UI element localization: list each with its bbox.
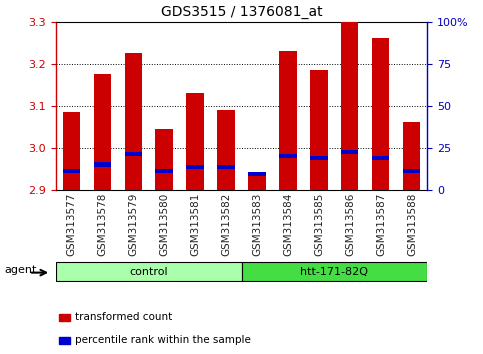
Bar xyxy=(186,165,203,169)
Bar xyxy=(59,337,71,344)
Bar xyxy=(59,314,71,321)
Bar xyxy=(125,53,142,190)
Text: transformed count: transformed count xyxy=(75,312,172,322)
Bar xyxy=(186,93,203,190)
Bar xyxy=(62,169,80,173)
Bar xyxy=(372,156,389,160)
Bar xyxy=(311,70,327,190)
Bar xyxy=(94,162,111,167)
Bar xyxy=(62,112,80,190)
Bar xyxy=(217,110,235,190)
Bar xyxy=(248,172,266,176)
Text: percentile rank within the sample: percentile rank within the sample xyxy=(75,335,251,346)
Title: GDS3515 / 1376081_at: GDS3515 / 1376081_at xyxy=(161,5,322,19)
Bar xyxy=(280,154,297,158)
Bar xyxy=(280,51,297,190)
Text: htt-171-82Q: htt-171-82Q xyxy=(300,267,369,276)
Bar xyxy=(242,262,427,281)
Bar xyxy=(248,175,266,190)
Text: control: control xyxy=(129,267,168,276)
Bar xyxy=(372,38,389,190)
Bar xyxy=(94,74,111,190)
Bar xyxy=(156,129,172,190)
Bar xyxy=(56,262,242,281)
Bar xyxy=(341,150,358,154)
Bar xyxy=(403,169,421,173)
Bar xyxy=(403,122,421,190)
Text: agent: agent xyxy=(4,266,37,275)
Bar xyxy=(156,169,172,173)
Bar xyxy=(341,22,358,190)
Bar xyxy=(217,165,235,169)
Bar xyxy=(125,152,142,156)
Bar xyxy=(311,156,327,160)
